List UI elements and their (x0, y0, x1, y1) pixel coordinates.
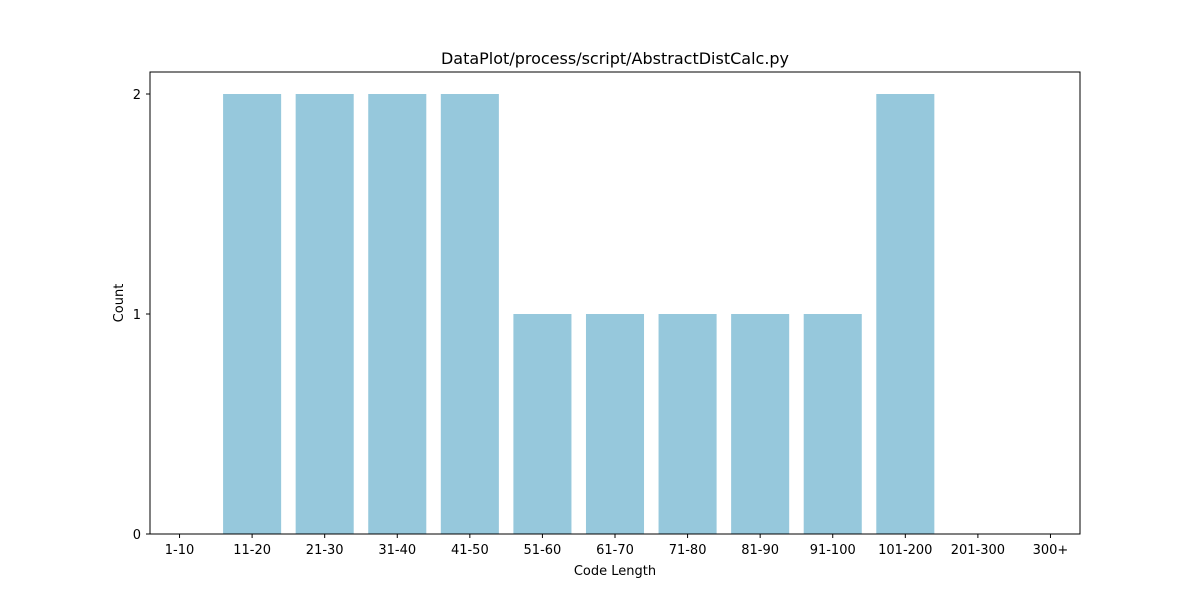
x-tick-label: 21-30 (306, 543, 344, 558)
x-tick-label: 201-300 (951, 543, 1005, 558)
x-tick-label: 61-70 (596, 543, 634, 558)
y-axis-ticks: 0 1 2 (133, 88, 150, 543)
bar-91-100 (803, 314, 862, 534)
x-tick-label: 1-10 (165, 543, 195, 558)
y-tick-label: 0 (133, 528, 141, 543)
bar-21-30 (295, 94, 354, 534)
x-axis-label: Code Length (574, 564, 656, 579)
x-tick-label: 11-20 (233, 543, 271, 558)
x-tick-label: 91-100 (810, 543, 856, 558)
x-tick-label: 81-90 (741, 543, 779, 558)
x-tick-label: 31-40 (378, 543, 416, 558)
x-tick-label: 300+ (1033, 543, 1069, 558)
bar-51-60 (513, 314, 572, 534)
y-tick-label: 1 (133, 308, 141, 323)
x-axis-ticks: 1-10 11-20 21-30 31-40 41-50 51-60 61-70 71-80 8… (165, 534, 1069, 558)
bar-31-40 (368, 94, 427, 534)
bar-41-50 (440, 94, 499, 534)
bars-group (223, 94, 935, 534)
bar-61-70 (585, 314, 645, 534)
bar-71-80 (658, 314, 717, 534)
bar-11-20 (223, 94, 282, 534)
y-axis-label: Count (112, 284, 127, 323)
chart-title: DataPlot/process/script/AbstractDistCalc… (441, 49, 789, 68)
x-tick-label: 101-200 (878, 543, 932, 558)
bar-81-90 (731, 314, 790, 534)
x-tick-label: 71-80 (669, 543, 707, 558)
x-tick-label: 51-60 (524, 543, 562, 558)
y-tick-label: 2 (133, 88, 141, 103)
x-tick-label: 41-50 (451, 543, 489, 558)
bar-101-200 (876, 94, 935, 534)
